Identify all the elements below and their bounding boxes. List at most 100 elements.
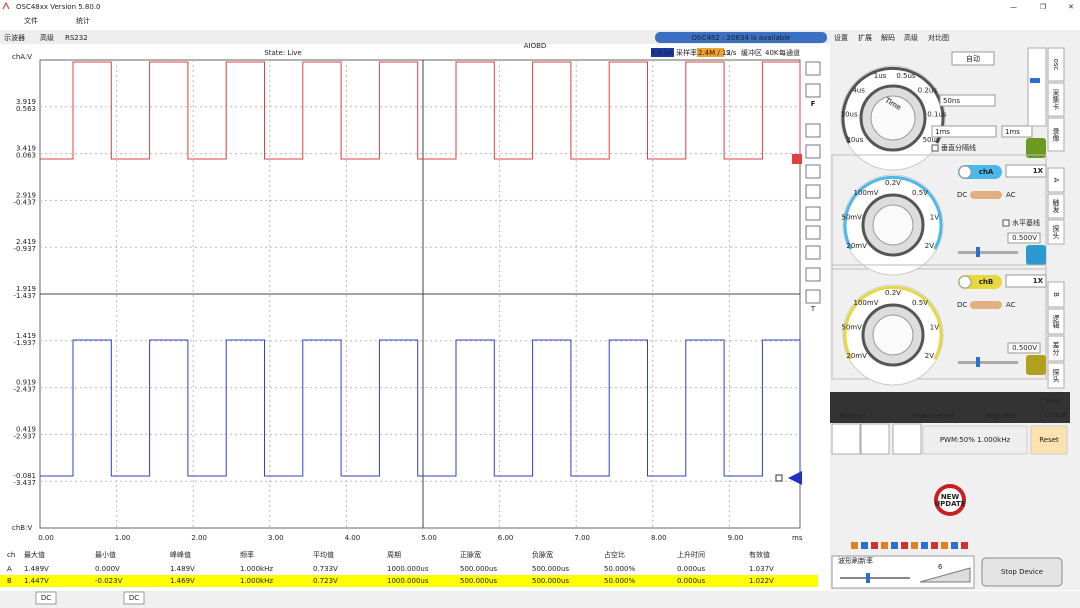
toolbar-button[interactable] xyxy=(805,164,821,179)
toolbar-button[interactable] xyxy=(805,245,821,260)
toolbar-label[interactable]: T xyxy=(810,305,816,313)
side-button[interactable] xyxy=(1047,117,1065,152)
stop-button-label[interactable]: Stop Device xyxy=(1001,568,1043,576)
auto-button[interactable] xyxy=(951,51,995,66)
refresh-thumb[interactable] xyxy=(866,573,870,583)
side-button-label[interactable]: osc xyxy=(1052,59,1060,71)
quick-icon[interactable] xyxy=(961,542,968,549)
tab[interactable]: 示波器 xyxy=(4,33,25,42)
auto-button-label[interactable]: 自动 xyxy=(966,54,980,63)
panel-tab[interactable]: 高级 xyxy=(904,33,918,42)
dropdown-value[interactable]: 1ms xyxy=(1005,128,1020,136)
quick-icon[interactable] xyxy=(851,542,858,549)
side-button-label[interactable]: 逻辑 xyxy=(1052,314,1060,330)
quick-icon[interactable] xyxy=(921,542,928,549)
toolbar-button[interactable] xyxy=(805,144,821,159)
toolbar-button[interactable] xyxy=(805,267,821,282)
reset-button[interactable] xyxy=(1030,425,1068,455)
toolbar-button[interactable] xyxy=(805,206,821,221)
side-button[interactable] xyxy=(1047,167,1065,193)
side-button-label[interactable]: 差分 xyxy=(1052,341,1060,357)
window-control[interactable]: — xyxy=(1010,3,1017,11)
tab[interactable]: 高级 xyxy=(40,33,54,42)
coupling-dc[interactable]: DC xyxy=(957,191,967,199)
offset-thumb[interactable] xyxy=(976,357,980,367)
refresh-button[interactable] xyxy=(1026,138,1046,158)
side-button[interactable] xyxy=(1047,82,1065,117)
side-button-label[interactable]: B xyxy=(1052,292,1060,297)
quick-icon[interactable] xyxy=(861,542,868,549)
checkbox[interactable] xyxy=(931,144,939,152)
side-button-label[interactable]: 触发 xyxy=(1052,198,1060,214)
toolbar-button[interactable] xyxy=(805,83,821,98)
dropdown[interactable] xyxy=(1001,125,1033,138)
toolbar-button[interactable] xyxy=(805,123,821,138)
dial-cap[interactable] xyxy=(870,95,916,141)
tool-button[interactable] xyxy=(831,423,861,455)
quick-icon[interactable] xyxy=(951,542,958,549)
tab[interactable]: RS232 xyxy=(65,34,88,42)
side-button-label[interactable]: 探头 xyxy=(1052,224,1060,240)
quick-icon[interactable] xyxy=(871,542,878,549)
dial-cap[interactable] xyxy=(872,204,914,246)
quick-icon[interactable] xyxy=(891,542,898,549)
window-control[interactable]: ✕ xyxy=(1068,3,1074,11)
toolbar-button[interactable] xyxy=(805,61,821,76)
quick-icon[interactable] xyxy=(901,542,908,549)
side-button-label[interactable]: 探头 xyxy=(1052,368,1060,384)
probe-dropdown[interactable] xyxy=(1005,274,1047,288)
side-button[interactable] xyxy=(1047,47,1065,82)
tool-button[interactable] xyxy=(892,423,922,455)
menu-item[interactable]: 统计 xyxy=(76,16,90,25)
coupling-box[interactable] xyxy=(123,591,145,605)
acquisition-mode[interactable]: High-Res xyxy=(985,412,1016,420)
side-button-label[interactable]: A xyxy=(1052,178,1060,183)
coupling-box[interactable] xyxy=(35,591,57,605)
side-button[interactable] xyxy=(1047,193,1065,219)
slider-thumb[interactable] xyxy=(1030,78,1040,83)
side-button-label[interactable]: 采集卡 xyxy=(1052,88,1060,111)
checkbox[interactable] xyxy=(1002,219,1010,227)
dropdown[interactable] xyxy=(931,125,997,138)
side-button[interactable] xyxy=(1047,281,1065,308)
coupling-dc[interactable]: DC xyxy=(957,301,967,309)
panel-tab[interactable]: 解码 xyxy=(881,33,895,42)
interpolation-mode[interactable]: Linear xyxy=(1045,411,1067,419)
toolbar-label[interactable]: F xyxy=(811,100,816,108)
interpolation-mode[interactable]: Sine xyxy=(1045,397,1060,405)
tool-button[interactable] xyxy=(860,423,890,455)
quick-icon[interactable] xyxy=(941,542,948,549)
panel-tab[interactable]: 对比图 xyxy=(928,33,949,42)
panel-tab[interactable]: 扩展 xyxy=(858,33,872,42)
probe-dropdown[interactable] xyxy=(1005,164,1047,178)
quick-icon[interactable] xyxy=(931,542,938,549)
coupling-ac[interactable]: AC xyxy=(1006,191,1016,199)
reset-label[interactable]: Reset xyxy=(1039,436,1059,444)
channel-reset[interactable] xyxy=(1026,355,1046,375)
dropdown-value[interactable]: 1ms xyxy=(935,128,950,136)
toolbar-button[interactable] xyxy=(805,225,821,240)
quick-icon[interactable] xyxy=(911,542,918,549)
dropdown-value[interactable]: 50ns xyxy=(943,97,960,105)
menu-item[interactable]: 文件 xyxy=(24,16,38,25)
channel-reset[interactable] xyxy=(1026,245,1046,265)
stop-button[interactable] xyxy=(981,557,1063,587)
dial-cap[interactable] xyxy=(872,314,914,356)
window-control[interactable]: ❐ xyxy=(1040,3,1046,11)
quick-icon[interactable] xyxy=(881,542,888,549)
side-button[interactable] xyxy=(1047,308,1065,335)
toolbar-button[interactable] xyxy=(805,184,821,199)
panel-tab[interactable]: 设置 xyxy=(834,33,848,42)
offset-thumb[interactable] xyxy=(976,247,980,257)
toolbar-button[interactable] xyxy=(805,289,821,304)
side-button[interactable] xyxy=(1047,335,1065,362)
side-button-label[interactable]: 录像 xyxy=(1052,128,1060,142)
side-button[interactable] xyxy=(1047,362,1065,389)
side-button[interactable] xyxy=(1047,219,1065,245)
coupling-ac[interactable]: AC xyxy=(1006,301,1016,309)
dropdown[interactable] xyxy=(939,94,996,107)
acquisition-mode[interactable]: Peak-Detect xyxy=(912,412,955,420)
coupling-switch[interactable] xyxy=(970,191,1002,199)
coupling-switch[interactable] xyxy=(970,301,1002,309)
acquisition-mode[interactable]: Normal xyxy=(840,412,865,420)
